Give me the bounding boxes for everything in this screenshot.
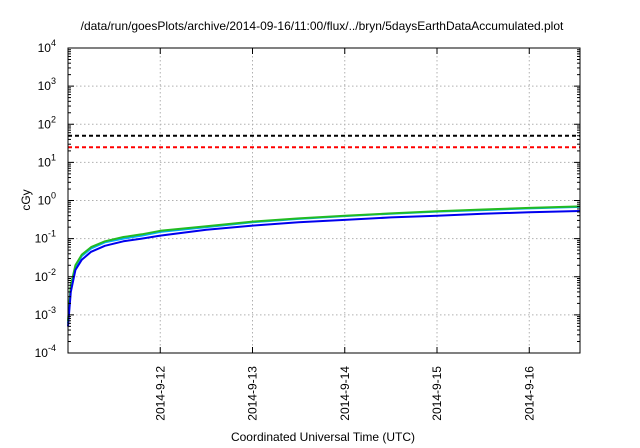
- y-tick-exponent: 3: [51, 76, 56, 86]
- threshold-lines: [68, 134, 580, 149]
- y-tick-exponent: 1: [51, 152, 56, 162]
- x-tick-label: 2014-9-15: [430, 366, 444, 421]
- y-tick-base: 10: [35, 308, 49, 322]
- y-tick-label: 10-3: [35, 305, 56, 322]
- y-tick-exponent: 2: [51, 114, 56, 124]
- y-tick-base: 10: [38, 41, 52, 55]
- y-axis-label: cGy: [19, 189, 33, 210]
- chart-title: /data/run/goesPlots/archive/2014-09-16/1…: [81, 19, 564, 33]
- grid: [68, 48, 580, 353]
- x-axis-label: Coordinated Universal Time (UTC): [231, 430, 415, 444]
- series-line: [67, 210, 581, 327]
- y-tick-base: 10: [38, 79, 52, 93]
- y-tick-exponent: -3: [48, 305, 56, 315]
- y-tick-label: 104: [38, 38, 56, 55]
- y-tick-base: 10: [35, 232, 49, 246]
- series-line: [67, 205, 581, 321]
- y-tick-base: 10: [38, 117, 52, 131]
- y-tick-label: 102: [38, 114, 56, 131]
- y-tick-exponent: 0: [51, 191, 56, 201]
- y-tick-exponent: -2: [48, 267, 56, 277]
- y-tick-label: 103: [38, 76, 56, 93]
- y-tick-label: 10-2: [35, 267, 56, 284]
- y-tick-label: 101: [38, 152, 56, 169]
- y-tick-exponent: 4: [51, 38, 56, 48]
- y-tick-base: 10: [35, 346, 49, 360]
- y-tick-base: 10: [38, 155, 52, 169]
- y-tick-exponent: -1: [48, 229, 56, 239]
- data-series: [67, 205, 581, 327]
- x-tick-label: 2014-9-16: [522, 366, 536, 421]
- x-tick-label: 2014-9-13: [246, 366, 260, 421]
- y-tick-label: 10-4: [35, 343, 56, 360]
- y-tick-label: 10-1: [35, 229, 56, 246]
- y-tick-base: 10: [38, 194, 52, 208]
- x-tick-label: 2014-9-14: [338, 366, 352, 421]
- y-tick-label: 100: [38, 191, 56, 208]
- y-tick-exponent: -4: [48, 343, 56, 353]
- x-tick-label: 2014-9-12: [153, 366, 167, 421]
- x-axis-ticks: 2014-9-12 2014-9-13 2014-9-14 2014-9-15 2014…: [153, 48, 536, 421]
- series-line: [67, 205, 581, 324]
- y-tick-base: 10: [35, 270, 49, 284]
